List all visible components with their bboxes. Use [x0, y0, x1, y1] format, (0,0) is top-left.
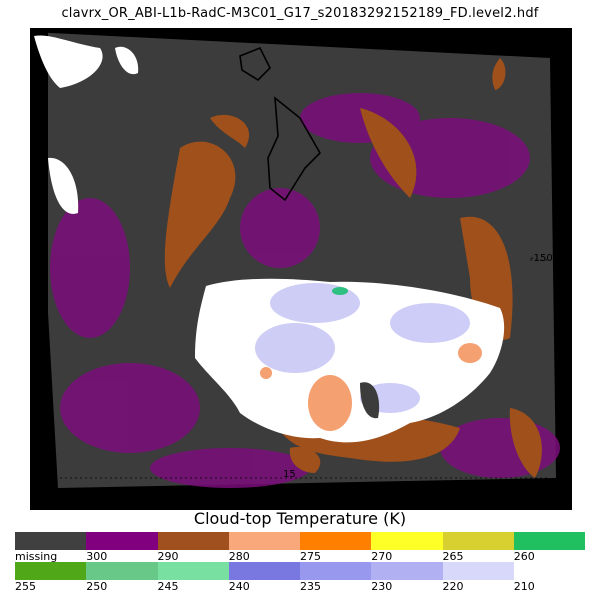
legend-swatch: [513, 532, 585, 550]
legend-swatch: [228, 532, 300, 550]
legend-label: 210: [513, 580, 535, 593]
legend-label: 245: [157, 580, 179, 593]
longitude-label: -150: [530, 253, 553, 264]
legend-label: 255: [15, 580, 36, 593]
legend-swatch: [228, 562, 300, 580]
legend-swatch: [300, 532, 372, 550]
legend-label: 265: [442, 550, 464, 563]
legend-swatch: [300, 562, 372, 580]
legend-label: 280: [228, 550, 250, 563]
legend-label: 230: [371, 580, 393, 593]
legend-swatch: [513, 562, 585, 580]
legend-swatch: [15, 532, 87, 550]
legend-label: 240: [228, 580, 250, 593]
legend-label: missing: [15, 550, 58, 563]
legend-swatch: [157, 532, 229, 550]
legend-label: 275: [300, 550, 321, 563]
legend-label: 220: [442, 580, 464, 593]
latitude-label: 15: [283, 469, 296, 480]
legend-label: 250: [86, 580, 108, 593]
legend-label: 270: [371, 550, 393, 563]
warm-cloud-patches: [260, 343, 482, 431]
legend-label: 300: [86, 550, 108, 563]
legend-swatch: [86, 532, 158, 550]
missing-data-patches: [34, 35, 139, 214]
graticule: [50, 259, 550, 479]
coastline: [239, 46, 321, 202]
legend-label: 290: [157, 550, 179, 563]
legend-title: Cloud-top Temperature (K): [193, 509, 407, 528]
legend-label: 260: [513, 550, 535, 563]
legend-swatch: [371, 562, 443, 580]
color-legend: missing 300 290 280 275 270 265 260 255 250 245 240…: [15, 532, 585, 596]
legend-swatch: [442, 562, 514, 580]
dark-residual: [360, 382, 380, 419]
legend-swatch: [157, 562, 229, 580]
left-margin: [30, 28, 48, 510]
legend-swatch: [15, 562, 87, 580]
legend-swatch: [442, 532, 514, 550]
green-cold-spot: [332, 287, 348, 295]
file-title: clavrx_OR_ABI-L1b-RadC-M3C01_G17_s201832…: [61, 6, 539, 21]
legend-swatch: [371, 532, 443, 550]
satellite-map: -150 15: [30, 28, 572, 510]
legend-swatch: [86, 562, 158, 580]
cloud-top-temperature-map: [30, 28, 560, 510]
legend-label: 235: [300, 580, 321, 593]
